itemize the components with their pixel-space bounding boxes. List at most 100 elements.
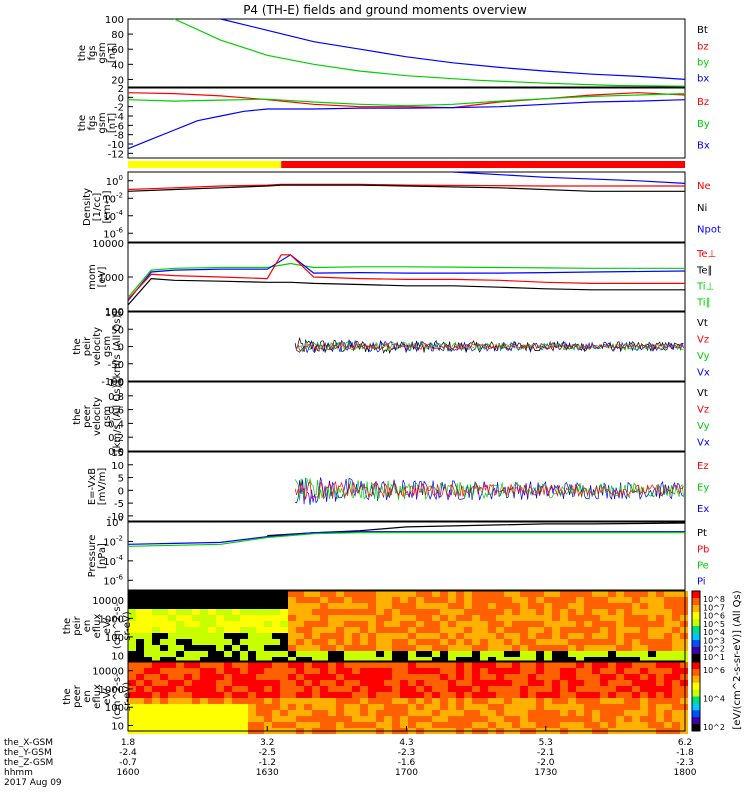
spec-cell (600, 698, 608, 704)
ytick-exponent: -2 (116, 191, 123, 199)
spec-cell (208, 609, 216, 615)
spec-cell (168, 591, 176, 597)
spec-cell (232, 633, 240, 639)
spec-cell (336, 609, 344, 615)
spec-cell (640, 704, 648, 710)
spec-cell (504, 686, 512, 692)
spec-cell (192, 633, 200, 639)
spec-cell (256, 621, 264, 627)
spec-cell (600, 674, 608, 680)
spec-cell (456, 615, 464, 621)
spec-cell (552, 704, 560, 710)
spec-cell (608, 662, 616, 668)
spec-cell (400, 657, 408, 663)
spec-cell (504, 639, 512, 645)
spec-cell (656, 674, 664, 680)
spec-cell (464, 639, 472, 645)
ytick-exponent: -4 (116, 554, 124, 562)
spec-cell (184, 704, 192, 710)
spec-cell (384, 657, 392, 663)
spec-cell (608, 651, 616, 657)
spec-cell (176, 645, 184, 651)
spec-cell (616, 686, 624, 692)
spec-cell (424, 645, 432, 651)
spec-cell (248, 651, 256, 657)
spec-cell (416, 674, 424, 680)
legend-by: by (697, 57, 709, 68)
spec-cell (464, 722, 472, 728)
spec-cell (232, 662, 240, 668)
spec-cell (592, 615, 600, 621)
spec-cell (448, 686, 456, 692)
spec-cell (352, 615, 360, 621)
spec-cell (632, 603, 640, 609)
spec-cell (680, 662, 688, 668)
spec-cell (168, 722, 176, 728)
spec-cell (600, 692, 608, 698)
spec-cell (536, 591, 544, 597)
spec-cell (320, 680, 328, 686)
panel-pressure-series-Pi (127, 531, 685, 545)
spec-cell (136, 627, 144, 633)
spec-cell (456, 633, 464, 639)
spec-cell (184, 710, 192, 716)
spec-cell (584, 704, 592, 710)
spec-cell (296, 651, 304, 657)
spec-cell (224, 609, 232, 615)
spec-cell (480, 680, 488, 686)
spec-cell (376, 698, 384, 704)
spec-cell (600, 603, 608, 609)
spec-cell (616, 657, 624, 663)
spec-cell (664, 603, 672, 609)
spec-cell (616, 627, 624, 633)
spec-cell (512, 692, 520, 698)
spec-cell (256, 627, 264, 633)
spec-cell (544, 686, 552, 692)
spec-cell (208, 704, 216, 710)
spec-cell (224, 639, 232, 645)
spec-cell (136, 591, 144, 597)
spec-cell (368, 645, 376, 651)
spec-cell (280, 633, 288, 639)
spec-cell (544, 591, 552, 597)
spec-cell (560, 657, 568, 663)
spec-cell (384, 609, 392, 615)
spec-cell (312, 710, 320, 716)
spec-cell (384, 680, 392, 686)
spec-cell (200, 645, 208, 651)
date-label: 2017 Aug 09 (4, 778, 62, 788)
spec-cell (152, 651, 160, 657)
spec-cell (240, 645, 248, 651)
spec-cell (224, 704, 232, 710)
spec-cell (352, 609, 360, 615)
spec-cell (536, 657, 544, 663)
ytick-label: 10000 (92, 667, 124, 678)
spec-cell (536, 710, 544, 716)
spec-cell (592, 597, 600, 603)
spec-cell (544, 645, 552, 651)
spec-cell (256, 710, 264, 716)
ylabel-line: [cm-3] (102, 190, 113, 223)
spec-cell (144, 698, 152, 704)
spec-cell (656, 692, 664, 698)
spec-cell (296, 627, 304, 633)
spec-cell (480, 645, 488, 651)
spec-cell (512, 609, 520, 615)
spec-cell (288, 680, 296, 686)
spec-cell (664, 698, 672, 704)
panel-e-field-trace-1 (294, 477, 684, 501)
panel-e-field-ylabel: E=-VxB [mV/m] (87, 468, 108, 506)
spec-cell (224, 692, 232, 698)
spec-cell (160, 645, 168, 651)
panel-fgs-gsm-mag-ylabel: the fgs gsm [nT] (77, 42, 118, 63)
spec-cell (536, 704, 544, 710)
spec-cell (288, 615, 296, 621)
spec-cell (616, 609, 624, 615)
spec-cell (432, 704, 440, 710)
spec-cell (464, 603, 472, 609)
spec-cell (312, 680, 320, 686)
spec-cell (512, 645, 520, 651)
spec-cell (304, 597, 312, 603)
spec-cell (680, 704, 688, 710)
spec-cell (568, 603, 576, 609)
